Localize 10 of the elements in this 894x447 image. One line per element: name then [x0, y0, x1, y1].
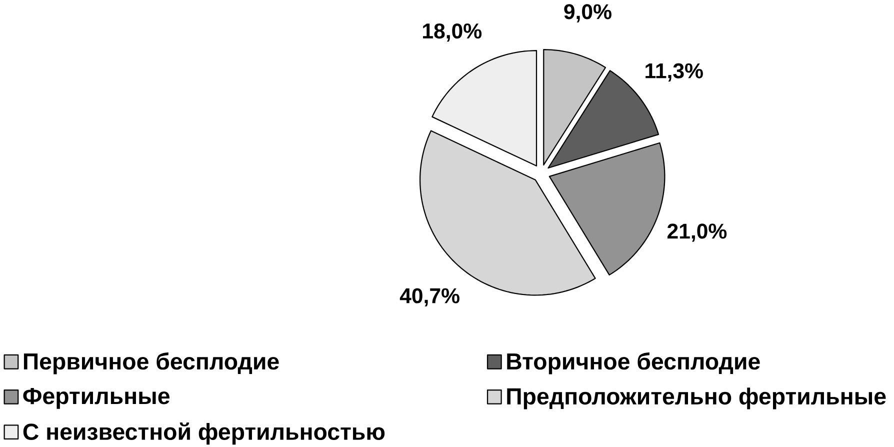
legend-label: Предположительно фертильные	[507, 388, 886, 410]
data-label: 18,0%	[423, 24, 482, 42]
data-label: 9,0%	[564, 4, 612, 22]
legend-label: Фертильные	[23, 388, 170, 409]
legend-label: Первичное бесплодие	[24, 352, 279, 374]
data-label: 11,3%	[646, 63, 703, 82]
data-label: 21,0%	[667, 224, 727, 242]
data-label: 40,7%	[400, 288, 460, 307]
legend-label: С неизвестной фертильностью	[23, 422, 385, 445]
legend-label: Вторичное бесплодие	[507, 352, 760, 374]
